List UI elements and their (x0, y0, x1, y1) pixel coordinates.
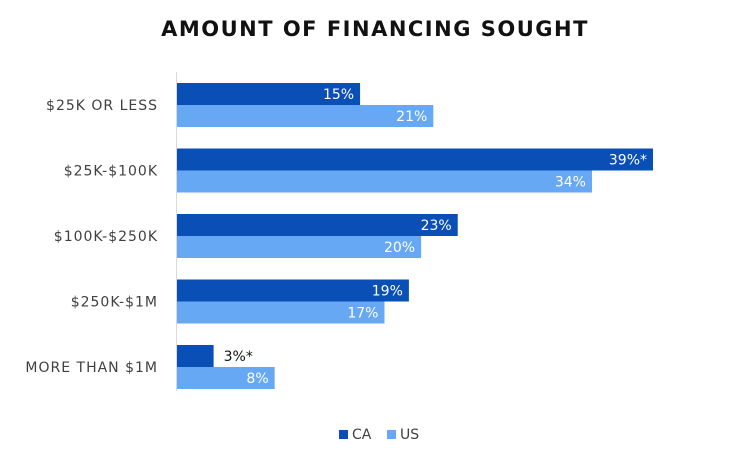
data-label: 20% (384, 240, 415, 256)
data-label: 21% (396, 109, 427, 125)
legend-swatch-us (387, 430, 396, 439)
category-label: $250K-$1M (71, 295, 158, 311)
bar-ca (177, 148, 653, 171)
data-label: 15% (323, 87, 354, 103)
data-label: 23% (421, 218, 452, 234)
data-label: 17% (347, 306, 378, 322)
category-label: MORE THAN $1M (25, 360, 158, 376)
bar-ca (177, 279, 409, 302)
data-label: 39%* (609, 153, 647, 169)
bar-ca (177, 214, 458, 236)
legend-label-ca: CA (352, 427, 372, 443)
bar-us (177, 301, 385, 324)
bar-us (177, 236, 422, 258)
data-label: 19% (372, 284, 403, 300)
legend-swatch-ca (339, 430, 348, 439)
bar-us (177, 105, 434, 127)
data-label: 34% (555, 175, 586, 191)
bar-ca (177, 345, 214, 367)
data-label: 3%* (224, 349, 253, 365)
category-label: $100K-$250K (54, 229, 158, 245)
category-label: $25K OR LESS (46, 98, 158, 114)
bar-ca (177, 83, 361, 105)
bar-us (177, 170, 592, 193)
bar-us (177, 367, 275, 389)
chart-title: AMOUNT OF FINANCING SOUGHT (161, 17, 589, 41)
legend-label-us: US (400, 427, 419, 443)
category-label: $25K-$100K (64, 164, 158, 180)
data-label: 8% (246, 371, 268, 387)
